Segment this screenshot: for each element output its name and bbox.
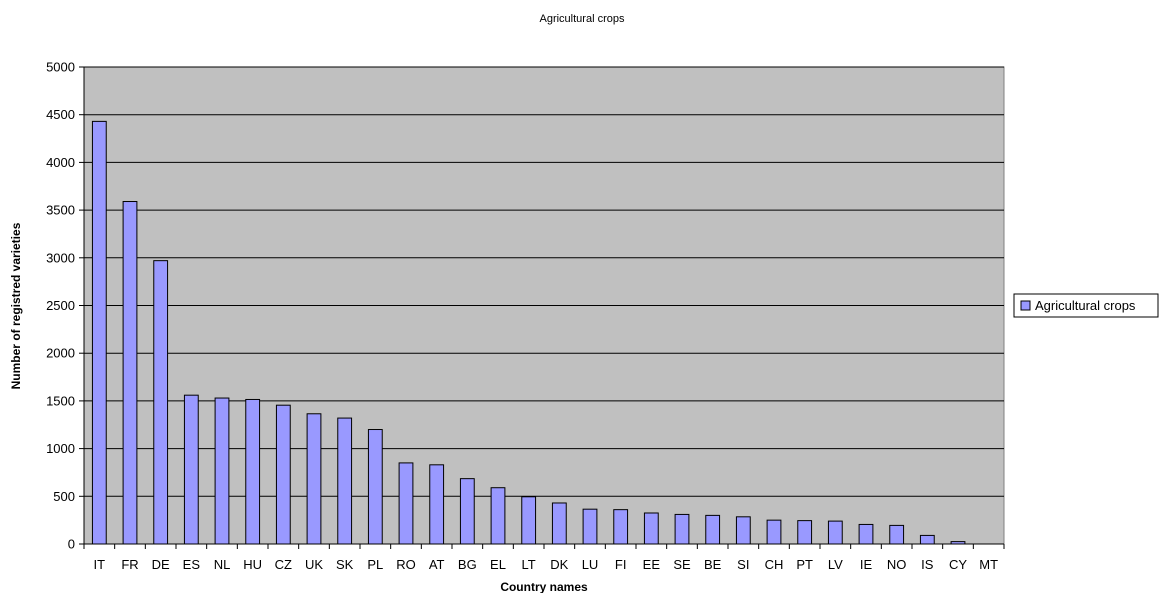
y-axis-ticks: 0 500 1000 1500 2000 2500 3000 3500 4000 4500 5000: [46, 60, 84, 552]
legend: Agricultural crops: [1013, 293, 1159, 318]
bar-pt: [797, 520, 813, 545]
bar-ro: [398, 462, 414, 545]
x-tick-label: PL: [367, 557, 383, 572]
bar-no: [889, 524, 905, 545]
chart-title: Agricultural crops: [540, 13, 625, 25]
gridlines: [84, 66, 1004, 497]
y-tick-label: 2000: [46, 346, 75, 361]
y-tick-label: 0: [68, 537, 75, 552]
x-tick-label: EE: [643, 557, 661, 572]
legend-box: [1013, 293, 1159, 318]
x-tick-label: UK: [305, 557, 323, 572]
x-tick-label: BG: [458, 557, 477, 572]
bar-ch: [766, 519, 782, 545]
y-tick-label: 5000: [46, 60, 75, 75]
x-tick-label: DE: [152, 557, 170, 572]
bar-nl: [214, 397, 230, 545]
y-tick-label: 3000: [46, 250, 75, 265]
y-axis-label: Number of registred varieties: [9, 222, 23, 389]
bar-ee: [643, 512, 659, 545]
x-tick-label: IT: [94, 557, 106, 572]
legend-label: Agricultural crops: [1035, 298, 1136, 313]
y-tick-label: 2500: [46, 298, 75, 313]
x-tick-label: NL: [214, 557, 231, 572]
x-tick-label: SE: [673, 557, 691, 572]
x-tick-label: IS: [921, 557, 934, 572]
x-tick-label: RO: [396, 557, 416, 572]
bar-es: [183, 394, 199, 545]
bar-dk: [551, 502, 567, 545]
x-axis-label: Country names: [500, 580, 588, 593]
x-tick-label: FR: [121, 557, 138, 572]
bar-lu: [582, 508, 598, 545]
bar-is: [919, 534, 935, 545]
y-tick-label: 500: [53, 489, 75, 504]
x-tick-label: PT: [796, 557, 813, 572]
bar-si: [735, 516, 751, 545]
y-tick-label: 3500: [46, 203, 75, 218]
x-tick-label: MT: [979, 557, 998, 572]
x-tick-label: LT: [522, 557, 536, 572]
bar-bg: [459, 478, 475, 545]
bar-it: [91, 120, 107, 545]
bar-hu: [245, 398, 261, 545]
x-tick-label: CY: [949, 557, 967, 572]
bar-pl: [367, 429, 383, 545]
bar-ie: [858, 523, 874, 545]
x-tick-label: FI: [615, 557, 627, 572]
y-tick-label: 4500: [46, 107, 75, 122]
bar-fi: [613, 509, 629, 545]
x-tick-label: CH: [765, 557, 784, 572]
y-tick-label: 1000: [46, 441, 75, 456]
legend-swatch: [1020, 300, 1031, 311]
bar-fr: [122, 201, 138, 545]
y-tick-label: 4000: [46, 155, 75, 170]
bar-sk: [337, 417, 353, 545]
bar-at: [429, 464, 445, 545]
x-tick-label: BE: [704, 557, 722, 572]
x-axis-ticks: IT FR DE ES NL HU CZ UK SK PL RO AT BG EL LT DK LU FI EE SE…: [83, 544, 1005, 572]
x-tick-label: AT: [429, 557, 445, 572]
y-tick-label: 1500: [46, 393, 75, 408]
bar-cz: [275, 404, 291, 545]
bar-el: [490, 487, 506, 545]
x-tick-label: SI: [737, 557, 749, 572]
x-tick-label: EL: [490, 557, 506, 572]
x-tick-label: HU: [243, 557, 262, 572]
x-tick-label: LV: [828, 557, 843, 572]
x-tick-label: NO: [887, 557, 907, 572]
bar-se: [674, 513, 690, 545]
x-tick-label: ES: [183, 557, 201, 572]
bar-uk: [306, 413, 322, 545]
x-tick-label: DK: [550, 557, 568, 572]
x-tick-label: CZ: [275, 557, 292, 572]
bar-be: [705, 514, 721, 545]
bar-lv: [827, 520, 843, 545]
x-tick-label: SK: [336, 557, 354, 572]
bar-lt: [521, 496, 537, 545]
bar-de: [153, 260, 169, 545]
x-tick-label: LU: [582, 557, 599, 572]
x-tick-label: IE: [860, 557, 873, 572]
bars: [91, 120, 966, 545]
